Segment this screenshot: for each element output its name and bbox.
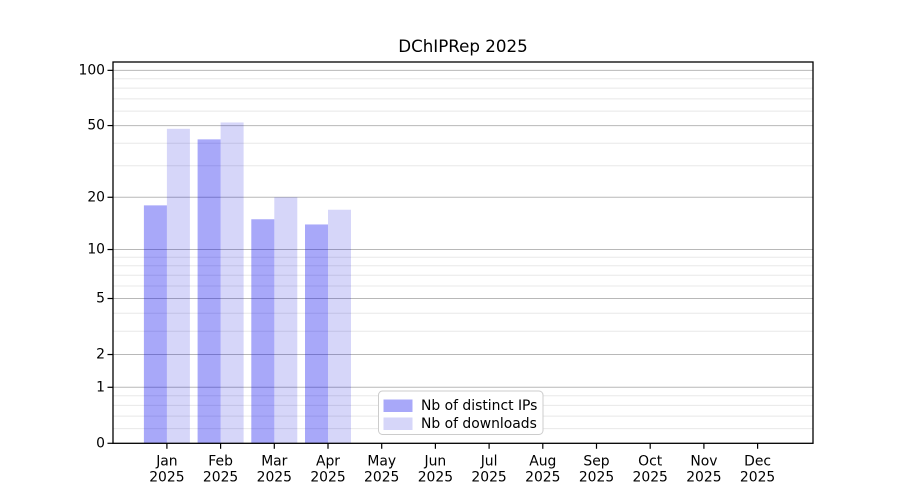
x-tick-label-year: 2025 (203, 470, 238, 486)
x-tick-label-year: 2025 (471, 470, 506, 486)
x-tick-label-year: 2025 (257, 470, 292, 486)
x-tick-label-month: Jun (424, 454, 447, 470)
x-tick-label-month: Nov (690, 454, 717, 470)
major-gridlines (113, 69, 813, 388)
legend-box (378, 390, 544, 435)
x-tick-label-year: 2025 (310, 470, 345, 486)
x-tick-label-month: Dec (744, 454, 771, 470)
bar-distinct-ips-jan (143, 205, 167, 444)
x-tick-label-month: Jul (480, 454, 498, 470)
chart-title: DChIPRep 2025 (398, 36, 528, 56)
legend-label-downloads: Nb of downloads (421, 416, 537, 432)
x-tick-label-month: May (367, 454, 396, 470)
y-tick-label: 5 (96, 291, 105, 307)
x-tick-label-year: 2025 (686, 470, 721, 486)
x-tick-label-year: 2025 (633, 470, 668, 486)
bar-downloads-jan (166, 128, 190, 444)
y-tick-label: 20 (87, 189, 105, 205)
x-tick-label-month: Jan (155, 454, 177, 470)
x-tick-label-month: Oct (638, 454, 663, 470)
bar-downloads-apr (328, 209, 351, 444)
y-tick-label: 0 (96, 435, 105, 451)
axes-frame (112, 61, 814, 444)
tick-marks (107, 69, 759, 449)
legend: Nb of distinct IPs Nb of downloads (378, 390, 544, 435)
x-tick-label-year: 2025 (525, 470, 560, 486)
x-tick-label-month: Sep (583, 454, 609, 470)
y-tick-label: 1 (96, 379, 105, 395)
y-tick-label: 50 (87, 118, 105, 134)
plot-frame (112, 61, 814, 444)
legend-swatch-distinct-ips (383, 399, 413, 412)
bar-distinct-ips-feb (197, 139, 221, 444)
x-tick-label-year: 2025 (579, 470, 614, 486)
x-tick-label-year: 2025 (364, 470, 399, 486)
x-tick-label-month: Aug (529, 454, 556, 470)
y-tick-label: 100 (78, 62, 105, 78)
x-tick-label-year: 2025 (149, 470, 184, 486)
y-tick-label: 10 (87, 242, 105, 258)
bar-distinct-ips-mar (251, 219, 275, 444)
x-tick-label-year: 2025 (418, 470, 453, 486)
legend-swatch-downloads (383, 417, 413, 430)
bar-downloads-feb (220, 122, 244, 444)
x-tick-label-year: 2025 (740, 470, 775, 486)
x-tick-label-month: Feb (208, 454, 233, 470)
x-tick-label-month: Apr (316, 454, 340, 470)
bars (143, 122, 351, 444)
minor-gridlines (113, 78, 813, 430)
x-tick-label-month: Mar (261, 454, 287, 470)
bar-distinct-ips-apr (305, 224, 328, 444)
bar-downloads-mar (274, 197, 298, 444)
tick-labels: 0125102050100Jan2025Feb2025Mar2025Apr202… (78, 62, 775, 485)
y-tick-label: 2 (96, 347, 105, 363)
legend-label-distinct-ips: Nb of distinct IPs (421, 398, 537, 414)
